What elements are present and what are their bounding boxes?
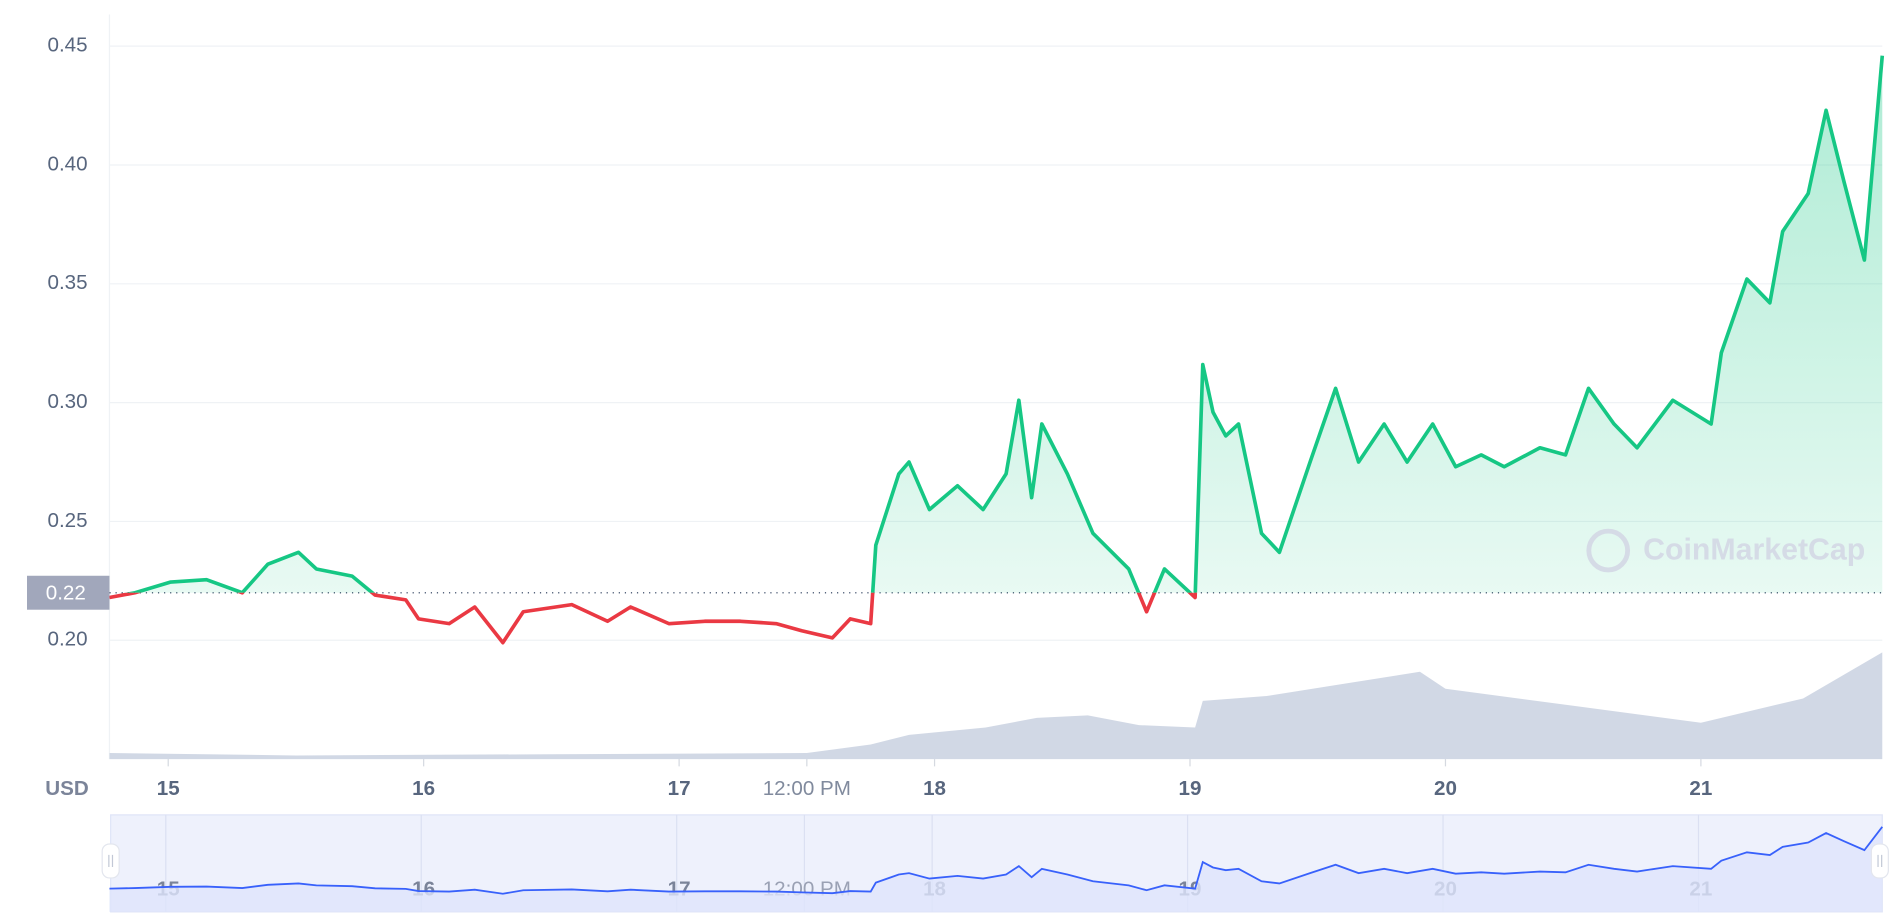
price-line-down [109,592,1198,645]
plot: 0.22 [27,55,1885,645]
y-tick-label: 0.40 [48,152,88,175]
navigator-handle [101,843,120,879]
navigator-line [109,826,1883,895]
x-tick-label: 15 [157,777,180,800]
reference-label-bg [27,575,110,610]
y-tick-label: 0.30 [48,390,88,413]
navigator-handle [1870,843,1889,879]
watermark: CoinMarketCap [1643,534,1865,567]
grid: 0.20 0.25 0.30 0.35 0.40 0.45 15 16 17 12:00 PM 18… [48,14,1883,800]
y-tick-label: 0.20 [48,628,88,651]
x-tick-label: 20 [1434,777,1457,800]
x-tick-label: 12:00 PM [763,777,851,800]
y-tick-label: 0.45 [48,34,88,57]
x-tick-label: 18 [923,777,946,800]
price-area [135,55,1883,593]
x-tick-label: 16 [412,777,435,800]
x-tick-label: 19 [1179,777,1202,800]
volume [109,652,1883,760]
x-tick-label: 17 [668,777,691,800]
volume-area [109,652,1883,760]
x-axis-label: USD [45,777,89,800]
price-line-up [125,55,1885,593]
reference-label: 0.22 [46,581,86,604]
y-tick-label: 0.35 [48,271,88,294]
watermark-logo [1586,528,1631,573]
x-tick-label: 21 [1689,777,1712,800]
y-tick-label: 0.25 [48,509,88,532]
